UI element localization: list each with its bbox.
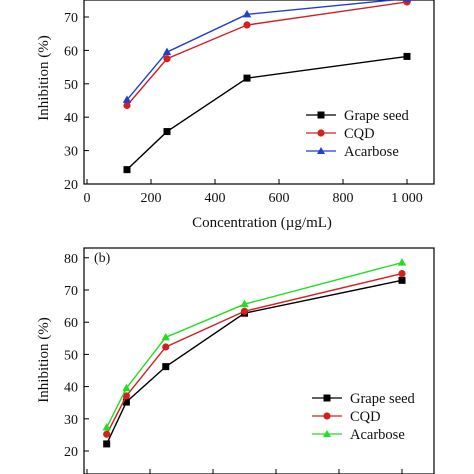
y-tick-label: 30: [64, 145, 78, 160]
legend-a: Grape seed CQD Acarbose: [306, 108, 410, 160]
y-tick-label: 20: [64, 178, 78, 193]
data-point: [162, 343, 170, 351]
series-line: [126, 0, 401, 101]
data-point: [163, 55, 171, 63]
x-axis-title-a: Concentration (µg/mL): [192, 215, 332, 231]
x-axis-a: 0 200 400 600 800 1 000: [84, 179, 423, 206]
data-point: [243, 74, 251, 82]
data-point: [242, 9, 252, 18]
legend-label: Acarbose: [344, 144, 399, 160]
legend-item-grape-seed-a: Grape seed: [306, 108, 410, 124]
data-point: [398, 269, 406, 278]
data-point: [240, 307, 249, 315]
data-point: [398, 276, 406, 284]
plot-frame-a: [83, 0, 435, 185]
legend-label: Acarbose: [350, 427, 405, 443]
legend-label: Grape seed: [350, 391, 416, 407]
series-line: [126, 1, 408, 106]
legend-swatch-marker: [323, 394, 331, 402]
y-axis-title-a: Inhibition (%): [36, 35, 52, 120]
legend-item-grape-seed-b: Grape seed: [312, 391, 416, 407]
x-tick-label: 400: [205, 191, 226, 206]
y-tick-label: 60: [64, 44, 78, 59]
data-point: [122, 95, 132, 103]
legend-swatch-marker: [317, 111, 325, 119]
data-point: [103, 440, 111, 448]
legend-item-cqd-b: CQD: [312, 409, 381, 425]
y-tick-label: 70: [64, 11, 78, 26]
x-tick-label: 1 000: [391, 191, 423, 206]
data-point: [240, 299, 249, 308]
y-tick-label: 50: [64, 78, 78, 93]
series-group-a: [122, 0, 412, 174]
legend-b: Grape seed CQD Acarbose: [312, 391, 416, 443]
y-tick-label: 30: [64, 413, 78, 428]
data-point: [163, 128, 171, 136]
legend-swatch-marker: [317, 129, 325, 137]
y-tick-label: 40: [64, 111, 78, 126]
x-axis-b: [86, 469, 403, 474]
y-tick-label: 70: [64, 284, 78, 299]
plot-frame-b: [83, 247, 435, 474]
legend-item-cqd-a: CQD: [306, 126, 375, 142]
legend-item-acarbose-a: Acarbose: [306, 144, 399, 160]
data-point: [103, 430, 111, 438]
data-point: [397, 258, 407, 266]
x-tick-label: 200: [141, 191, 162, 206]
legend-swatch-marker: [317, 147, 325, 154]
legend-label: Grape seed: [344, 108, 410, 124]
data-point: [162, 47, 172, 56]
y-tick-label: 60: [64, 316, 78, 331]
panel-label-b: (b): [94, 251, 111, 266]
series-acarbose: [102, 258, 407, 431]
data-point: [123, 166, 131, 174]
series-grape-seed: [123, 52, 411, 174]
data-point: [122, 383, 131, 392]
chart-panel-a: 20 30 40 50 60 70 0 200 400 600 800 1 000 Concentr…: [36, 0, 435, 231]
data-point: [402, 0, 412, 2]
legend-item-acarbose-b: Acarbose: [312, 427, 405, 443]
y-tick-label: 50: [64, 348, 78, 363]
data-point: [123, 101, 131, 110]
legend-swatch-marker: [323, 412, 331, 420]
y-axis-b: 20 30 40 50 60 70 80: [64, 252, 89, 460]
y-tick-label: 40: [64, 381, 78, 396]
series-acarbose: [122, 0, 412, 103]
legend-swatch-marker: [323, 430, 331, 437]
data-point: [243, 21, 251, 29]
legend-label: CQD: [344, 126, 375, 142]
x-tick-label: 600: [269, 191, 290, 206]
x-tick-label: 800: [333, 191, 354, 206]
data-point: [162, 363, 170, 371]
data-point: [122, 392, 130, 400]
y-tick-label: 20: [64, 445, 78, 460]
x-tick-label: 0: [84, 191, 91, 206]
y-axis-a: 20 30 40 50 60 70: [64, 11, 89, 193]
series-cqd: [103, 269, 406, 438]
chart-panel-b: (b) 20 30 40 50 60 70 80 Inhibition (%) Grape …: [36, 247, 435, 474]
data-point: [161, 332, 170, 341]
y-tick-label: 80: [64, 252, 78, 267]
data-point: [102, 422, 111, 431]
data-point: [122, 398, 130, 406]
data-point: [403, 52, 411, 60]
y-axis-title-b: Inhibition (%): [36, 317, 52, 402]
legend-label: CQD: [350, 409, 381, 425]
series-group-b: [102, 258, 407, 448]
series-line: [126, 55, 408, 171]
